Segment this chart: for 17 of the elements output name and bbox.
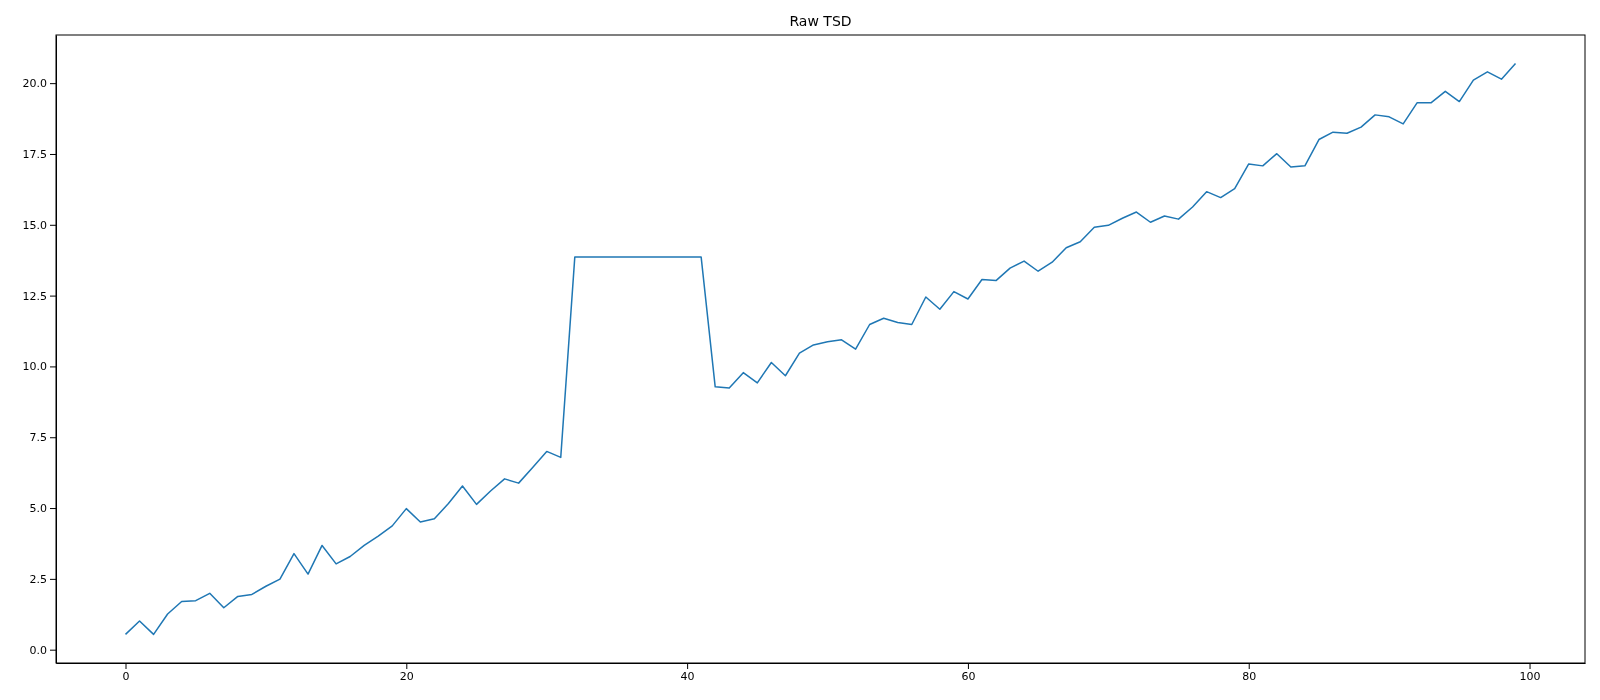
- y-tick-label: 10.0: [22, 360, 47, 374]
- x-tick-label: 100: [1519, 669, 1541, 683]
- y-tick-label: 7.5: [29, 431, 47, 445]
- line-series: [124, 62, 1517, 636]
- x-tick-label: 80: [1242, 669, 1257, 683]
- x-tick-label: 0: [122, 669, 130, 683]
- y-tick-label: 17.5: [22, 147, 47, 161]
- chart-title: Raw TSD: [789, 13, 852, 29]
- y-tick-label: 12.5: [22, 289, 47, 303]
- y-tick-label: 20.0: [22, 77, 47, 91]
- x-tick-label: 40: [680, 669, 695, 683]
- y-tick-label: 0.0: [29, 643, 47, 657]
- y-tick-label: 15.0: [22, 218, 47, 232]
- y-tick-label: 5.0: [29, 502, 47, 516]
- x-tick-label: 60: [961, 669, 976, 683]
- y-tick-label: 2.5: [29, 572, 47, 586]
- x-tick-label: 20: [399, 669, 414, 683]
